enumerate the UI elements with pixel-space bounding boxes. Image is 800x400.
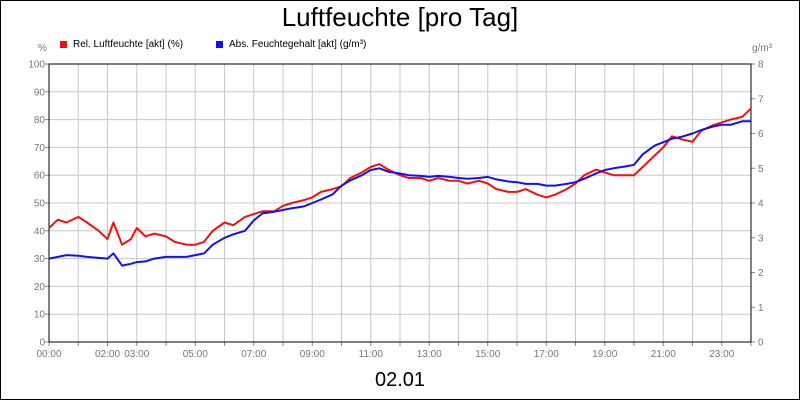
legend-entry-rel-humidity: Rel. Luftfeuchte [akt] (%) [60, 39, 183, 50]
y-left-tick-label: 50 [34, 199, 46, 210]
x-tick-label: 11:00 [359, 349, 384, 360]
y-left-tick-label: 90 [34, 87, 46, 98]
x-tick-label: 19:00 [592, 349, 617, 360]
y-left-tick-label: 80 [34, 115, 46, 126]
x-tick-label: 21:00 [651, 349, 676, 360]
x-tick-label: 05:00 [183, 349, 208, 360]
legend-label: Rel. Luftfeuchte [akt] (%) [73, 39, 184, 50]
chart-title: Luftfeuchte [pro Tag] [281, 2, 519, 32]
y-left-tick-label: 20 [34, 282, 46, 293]
y-left-unit: % [38, 43, 47, 54]
y-right-tick-label: 5 [758, 164, 764, 175]
x-tick-label: 23:00 [709, 349, 734, 360]
y-right-tick-label: 0 [758, 338, 764, 349]
y-right-tick-label: 4 [758, 199, 764, 210]
y-right-tick-label: 6 [758, 129, 764, 140]
y-left-tick-label: 0 [39, 338, 45, 349]
x-tick-label: 15:00 [475, 349, 500, 360]
y-left-tick-label: 100 [28, 60, 45, 71]
y-right-tick-label: 8 [758, 60, 764, 71]
legend-label: Abs. Feuchtegehalt [akt] (g/m³) [229, 39, 367, 50]
series-line-abs-humidity [48, 120, 751, 267]
y-left-tick-label: 60 [34, 171, 46, 182]
x-tick-label: 13:00 [417, 349, 442, 360]
y-right-tick-label: 7 [758, 94, 764, 105]
y-left-tick-label: 40 [34, 226, 46, 237]
y-right-unit: g/m³ [752, 43, 772, 54]
x-tick-label: 07:00 [241, 349, 266, 360]
y-left-tick-label: 70 [34, 143, 46, 154]
y-right-tick-label: 3 [758, 233, 764, 244]
plot-border [48, 63, 752, 343]
x-tick-label: 09:00 [300, 349, 325, 360]
legend-entry-abs-humidity: Abs. Feuchtegehalt [akt] (g/m³) [216, 39, 366, 50]
legend-swatch-blue [216, 41, 223, 48]
x-tick-label: 17:00 [534, 349, 559, 360]
y-right-tick-label: 1 [758, 303, 764, 314]
y-left-tick-label: 30 [34, 254, 46, 265]
y-left-tick-label: 10 [34, 310, 46, 321]
x-tick-label: 02:00 [95, 349, 120, 360]
date-label: 02.01 [374, 369, 426, 391]
legend-swatch-red [60, 41, 67, 48]
y-right-tick-label: 2 [758, 268, 764, 279]
x-tick-label: 00:00 [36, 349, 61, 360]
x-tick-label: 03:00 [124, 349, 149, 360]
